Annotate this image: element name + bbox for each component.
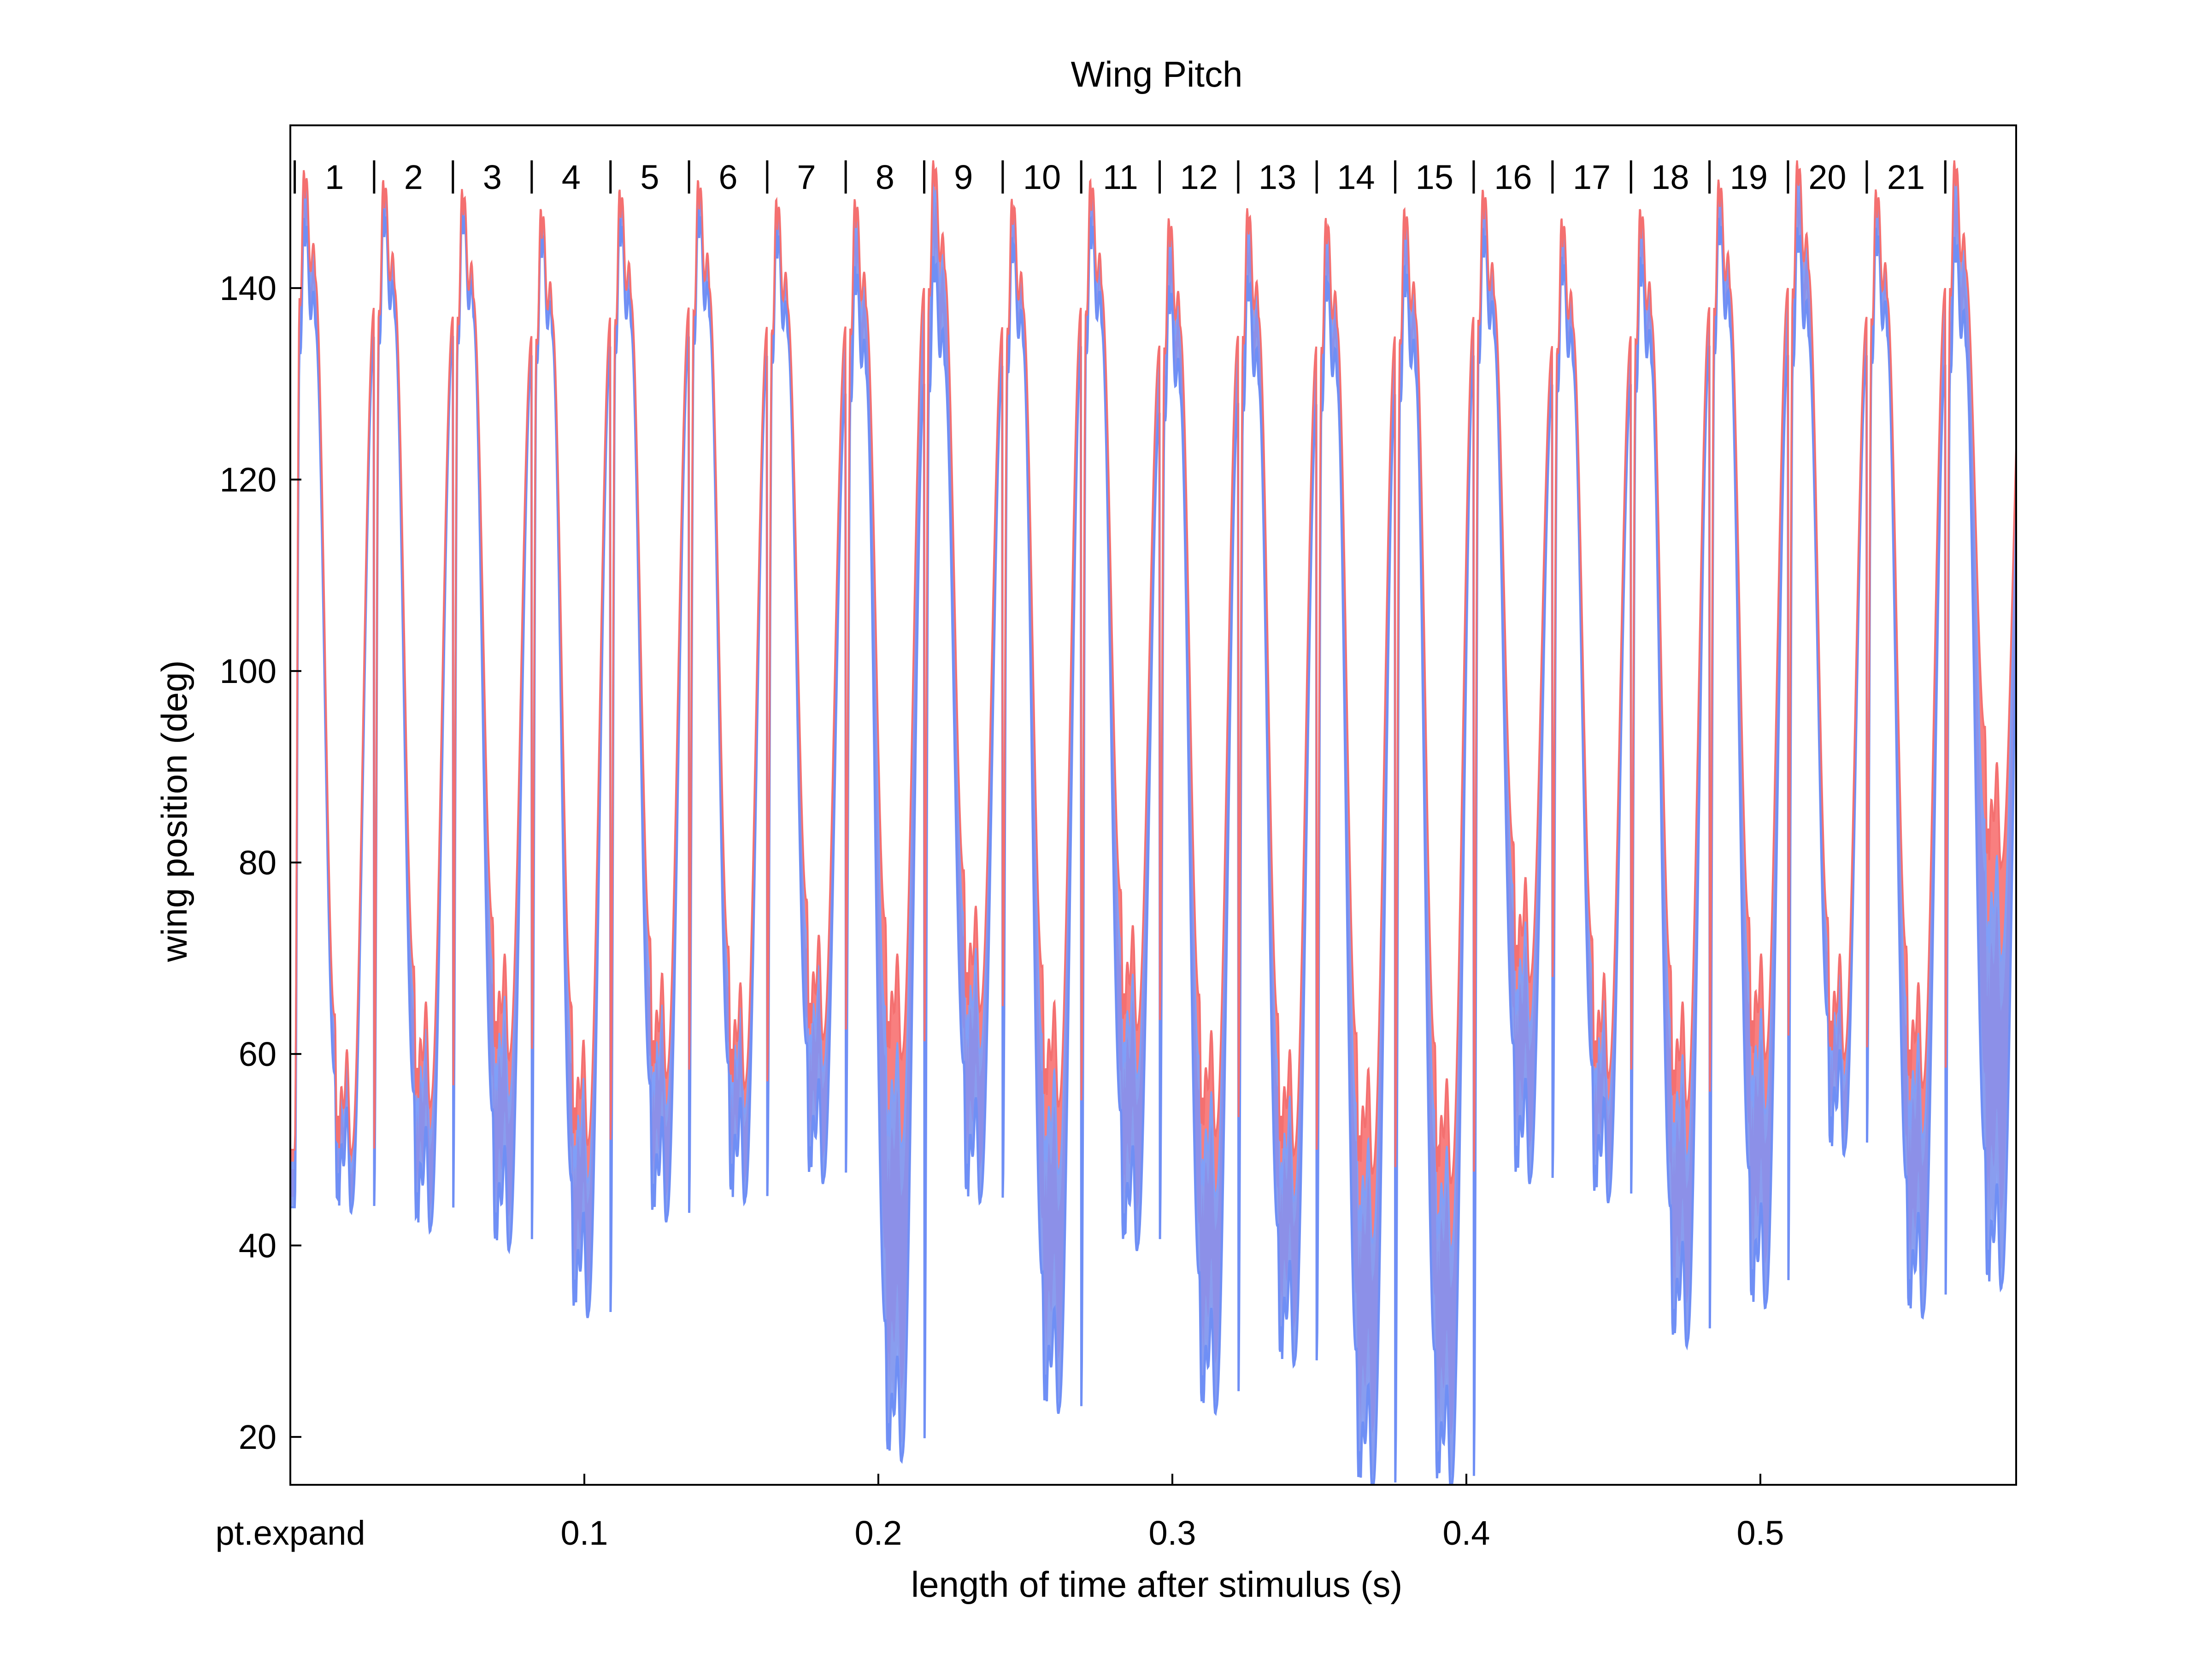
x-tick-label: 0.2	[855, 1514, 902, 1552]
stroke-label: 20	[1808, 158, 1846, 196]
x-tick-label: 0.5	[1737, 1514, 1784, 1552]
stroke-label: 3	[483, 158, 502, 196]
x-tick-label: 0.4	[1443, 1514, 1490, 1552]
y-tick-label: 140	[220, 269, 276, 307]
stroke-label: 13	[1259, 158, 1296, 196]
y-tick-label: 100	[220, 652, 276, 690]
series-1-band	[290, 160, 2016, 1475]
y-tick-label: 60	[239, 1035, 276, 1073]
stroke-label: 19	[1730, 158, 1768, 196]
x-tick-label: 0.3	[1149, 1514, 1196, 1552]
stroke-label: 14	[1337, 158, 1375, 196]
x-tick-label: 0.1	[561, 1514, 608, 1552]
stroke-labels: 1 2 3 4 5 6 7 8 9 10 11 12 13 14 15 16 17 18 19 20 21	[294, 158, 1947, 196]
y-tick-label: 120	[220, 461, 276, 499]
stroke-label: 9	[954, 158, 973, 196]
stroke-label: 10	[1023, 158, 1061, 196]
stroke-label: 17	[1573, 158, 1611, 196]
stroke-label: 8	[876, 158, 894, 196]
y-axis-label: wing position (deg)	[154, 660, 194, 963]
stroke-label: 18	[1651, 158, 1689, 196]
stroke-label: 15	[1416, 158, 1453, 196]
stroke-label: 6	[718, 158, 737, 196]
y-tick-label: 40	[239, 1227, 276, 1265]
plot-frame	[289, 124, 2017, 1486]
plot-area	[290, 160, 2016, 1485]
series-2-edge	[290, 208, 2016, 1485]
stroke-label: 7	[797, 158, 816, 196]
chart-title: Wing Pitch	[1071, 54, 1243, 94]
stroke-label: 1	[325, 158, 344, 196]
y-tick-label: 80	[239, 844, 276, 882]
y-tick-label: 20	[239, 1418, 276, 1456]
x-tick-label: pt.expand	[215, 1514, 365, 1552]
x-axis-label: length of time after stimulus (s)	[911, 1564, 1402, 1605]
stroke-label: 11	[1103, 158, 1138, 196]
series-2-band	[290, 175, 2016, 1485]
stroke-label: 21	[1887, 158, 1925, 196]
series-1-edge	[290, 160, 2016, 1184]
stroke-label: 16	[1494, 158, 1532, 196]
stroke-label: 4	[562, 158, 581, 196]
stroke-label: 5	[640, 158, 659, 196]
stroke-label: 12	[1180, 158, 1218, 196]
stroke-label: 2	[404, 158, 423, 196]
